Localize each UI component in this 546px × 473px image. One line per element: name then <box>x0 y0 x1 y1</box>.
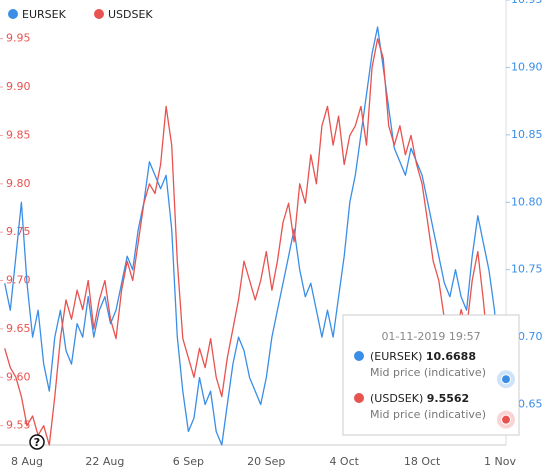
x-tick-label: 8 Aug <box>11 455 43 468</box>
legend-label: EURSEK <box>22 8 67 21</box>
x-tick-label: 6 Sep <box>173 455 204 468</box>
tooltip-time: 01-11-2019 19:57 <box>381 330 480 343</box>
tooltip: 01-11-2019 19:57 (EURSEK) 10.6688 Mid pric… <box>342 314 520 436</box>
series-line <box>4 38 501 446</box>
tooltip-series: (USDSEK) <box>370 392 423 405</box>
tooltip-sublabel: Mid price (indicative) <box>370 366 486 379</box>
end-point <box>501 414 511 425</box>
y-tick-label: 9.95 <box>6 32 31 45</box>
y-tick-label: 9.60 <box>6 370 31 383</box>
tooltip-sublabel: Mid price (indicative) <box>370 408 486 421</box>
x-tick-label: 20 Sep <box>247 455 285 468</box>
y-tick-label: 9.85 <box>6 128 31 141</box>
y2-tick-label: 10.90 <box>511 60 543 73</box>
end-point <box>501 374 511 385</box>
tooltip-value: 10.6688 <box>426 350 476 363</box>
y2-tick-label: 10.80 <box>511 195 543 208</box>
x-tick-label: 18 Oct <box>404 455 441 468</box>
series-line <box>4 26 501 446</box>
tooltip-marker <box>354 393 364 403</box>
legend-marker <box>8 9 18 19</box>
tooltip-box <box>342 314 520 436</box>
x-tick-label: 1 Nov <box>484 455 516 468</box>
y2-tick-label: 10.85 <box>511 128 543 141</box>
y2-tick-label: 10.75 <box>511 263 543 276</box>
tooltip-series: (EURSEK) <box>370 350 422 363</box>
legend-label: USDSEK <box>108 8 153 21</box>
y-tick-label: 9.65 <box>6 322 31 335</box>
y-tick-label: 9.55 <box>6 419 31 432</box>
y-tick-label: 9.80 <box>6 177 31 190</box>
y-tick-label: 9.90 <box>6 80 31 93</box>
tooltip-value: 9.5562 <box>427 392 469 405</box>
tooltip-label: (EURSEK) 10.6688 <box>370 350 476 363</box>
x-tick-label: 22 Aug <box>85 455 124 468</box>
legend-marker <box>94 9 104 19</box>
help-icon: ? <box>34 436 40 449</box>
tooltip-marker <box>354 351 364 361</box>
y-tick-label: 9.70 <box>6 274 31 287</box>
x-tick-label: 4 Oct <box>329 455 359 468</box>
y2-tick-label: 10.95 <box>511 0 543 6</box>
help-circle <box>29 434 45 450</box>
tooltip-label: (USDSEK) 9.5562 <box>370 392 469 405</box>
